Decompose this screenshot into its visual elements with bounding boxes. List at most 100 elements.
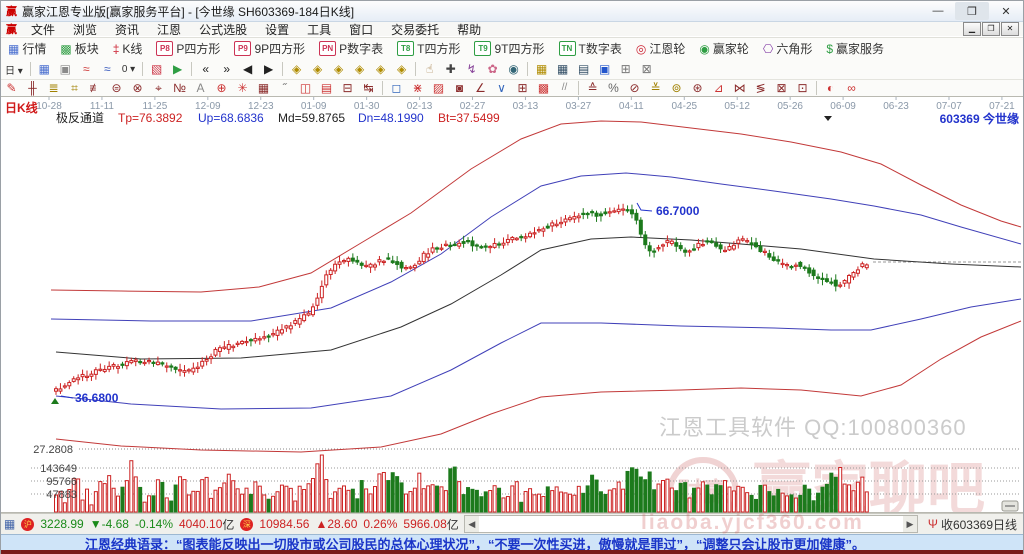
view-tool-9[interactable]: ▶ [173,62,183,76]
view-tool-14[interactable]: ▶ [264,62,274,76]
view-tool-17[interactable]: ◈ [313,62,323,76]
view-tool-31[interactable]: ▤ [578,62,590,76]
toolbar-button-winner-service[interactable]: $ 赢家服务 [819,38,891,59]
toolbar-button-t-table[interactable]: TN T数字表 [552,38,629,59]
menu-item-8[interactable]: 交易委托 [391,22,440,37]
menu-item-3[interactable]: 江恩 [157,22,182,37]
close-button[interactable]: ✕ [1001,5,1011,18]
draw-tool-31[interactable]: ⊘ [629,81,640,95]
view-tool-19[interactable]: ◈ [355,62,365,76]
view-tool-33[interactable]: ⊞ [620,62,631,76]
draw-tool-34[interactable]: ⊛ [692,81,703,95]
horizontal-scrollbar[interactable]: ◀ ▶ [463,515,918,533]
draw-tool-38[interactable]: ⊠ [776,81,787,95]
menu-item-7[interactable]: 窗口 [349,22,374,37]
view-tool-11[interactable]: « [202,62,210,76]
draw-tool-22[interactable]: ◙ [455,81,464,95]
view-tool-13[interactable]: ◀ [243,62,253,76]
menu-item-6[interactable]: 工具 [307,22,332,37]
draw-tool-41[interactable]: ◐ [826,81,835,95]
scroll-right-icon[interactable]: ▶ [902,516,917,532]
menu-item-4[interactable]: 公式选股 [199,22,248,37]
view-tool-8[interactable]: ▧ [151,62,163,76]
toolbar-button-p-table[interactable]: PN P数字表 [312,38,390,59]
view-tool-29[interactable]: ▦ [536,62,548,76]
draw-tool-32[interactable]: ≚ [650,81,661,95]
kline-chart-canvas[interactable]: 10-28 11-11 11-25 12-09 12-23 01-09 01-30 02-13… [1,97,1023,529]
draw-tool-24[interactable]: ∨ [497,81,506,95]
draw-tool-23[interactable]: ∠ [475,81,486,95]
restore-button[interactable]: ❐ [955,2,989,20]
draw-tool-27[interactable]: // [561,82,568,93]
view-tool-3[interactable]: ▣ [59,62,71,76]
draw-tool-14[interactable]: ◫ [299,81,312,95]
view-tool-32[interactable]: ▣ [599,62,611,76]
scroll-left-icon[interactable]: ◀ [464,516,479,532]
view-tool-18[interactable]: ◈ [334,62,344,76]
draw-tool-21[interactable]: ▨ [432,81,445,95]
view-tool-34[interactable]: ⊠ [641,62,652,76]
view-tool-21[interactable]: ◈ [397,62,407,76]
draw-tool-17[interactable]: ↹ [363,81,374,95]
chart-area[interactable]: 日K线 10-28 11-11 11-25 12-09 12-23 01-09 01-30 0… [1,97,1023,529]
draw-tool-33[interactable]: ⊚ [671,81,682,95]
pane-splitter-button[interactable] [1001,500,1019,512]
draw-tool-16[interactable]: ⊟ [342,81,353,95]
view-tool-12[interactable]: » [223,62,231,76]
draw-tool-13[interactable]: ˝ [282,81,287,95]
view-tool-26[interactable]: ✿ [487,62,498,76]
view-tool-23[interactable]: ☝ [426,62,434,76]
draw-tool-37[interactable]: ≶ [755,81,766,95]
menu-item-1[interactable]: 浏览 [73,22,98,37]
draw-tool-15[interactable]: ▤ [320,81,333,95]
draw-tool-1[interactable]: ╫ [28,81,37,95]
draw-tool-12[interactable]: ▦ [257,81,270,95]
menu-item-2[interactable]: 资讯 [115,22,140,37]
draw-tool-0[interactable]: ✎ [6,81,17,95]
menu-item-9[interactable]: 帮助 [457,22,482,37]
draw-tool-19[interactable]: ◻ [391,81,402,95]
toolbar-button-hexagon[interactable]: ⎔ 六角形 [756,38,820,59]
tab-daily-kline[interactable]: 日K线 [5,101,38,115]
view-tool-0[interactable]: 日 ▾ [5,65,23,77]
toolbar-button-9t-square[interactable]: T9 9T四方形 [467,38,551,59]
draw-tool-20[interactable]: ⋇ [412,81,423,95]
view-tool-25[interactable]: ↯ [466,62,477,76]
minimize-button[interactable]: — [932,5,944,17]
view-tool-5[interactable]: ≈ [104,62,111,76]
mdi-restore-button[interactable]: ❐ [982,22,1000,36]
draw-tool-35[interactable]: ⊿ [713,81,724,95]
draw-tool-39[interactable]: ⊡ [797,81,808,95]
view-tool-30[interactable]: ▦ [557,62,569,76]
toolbar-button-9p-square[interactable]: P9 9P四方形 [227,38,312,59]
draw-tool-29[interactable]: ≙ [587,81,598,95]
toolbar-button-gann-wheel[interactable]: ◎ 江恩轮 [629,38,693,59]
menu-item-0[interactable]: 文件 [31,22,56,37]
draw-tool-42[interactable]: ∞ [847,81,856,95]
draw-tool-10[interactable]: ⊕ [216,81,227,95]
view-tool-2[interactable]: ▦ [38,62,50,76]
view-tool-16[interactable]: ◈ [292,62,302,76]
quote-grid-icon[interactable]: ▦ [4,517,16,531]
toolbar-button-t-square[interactable]: T8 T四方形 [390,38,467,59]
menu-item-5[interactable]: 设置 [265,22,290,37]
mdi-close-button[interactable]: ✕ [1001,22,1019,36]
view-tool-4[interactable]: ≈ [83,62,90,76]
draw-tool-9[interactable]: A [196,81,205,95]
draw-tool-30[interactable]: % [608,81,619,95]
draw-tool-5[interactable]: ⊜ [111,81,122,95]
draw-tool-8[interactable]: № [173,81,186,95]
draw-tool-25[interactable]: ⊞ [517,81,528,95]
draw-tool-36[interactable]: ⋈ [733,81,746,95]
mdi-minimize-button[interactable]: ▁ [963,22,981,36]
draw-tool-11[interactable]: ✳ [237,81,248,95]
toolbar-button-sectors[interactable]: ▩ 板块 [53,38,105,59]
toolbar-button-p-square[interactable]: P8 P四方形 [149,38,227,59]
draw-tool-4[interactable]: ≢ [89,81,102,95]
draw-tool-3[interactable]: ⌗ [71,81,78,95]
view-tool-20[interactable]: ◈ [376,62,386,76]
view-tool-27[interactable]: ◉ [508,62,519,76]
view-tool-24[interactable]: ✚ [445,62,456,76]
draw-tool-2[interactable]: ≣ [48,81,59,95]
toolbar-button-winner-wheel[interactable]: ◉ 赢家轮 [692,38,756,59]
